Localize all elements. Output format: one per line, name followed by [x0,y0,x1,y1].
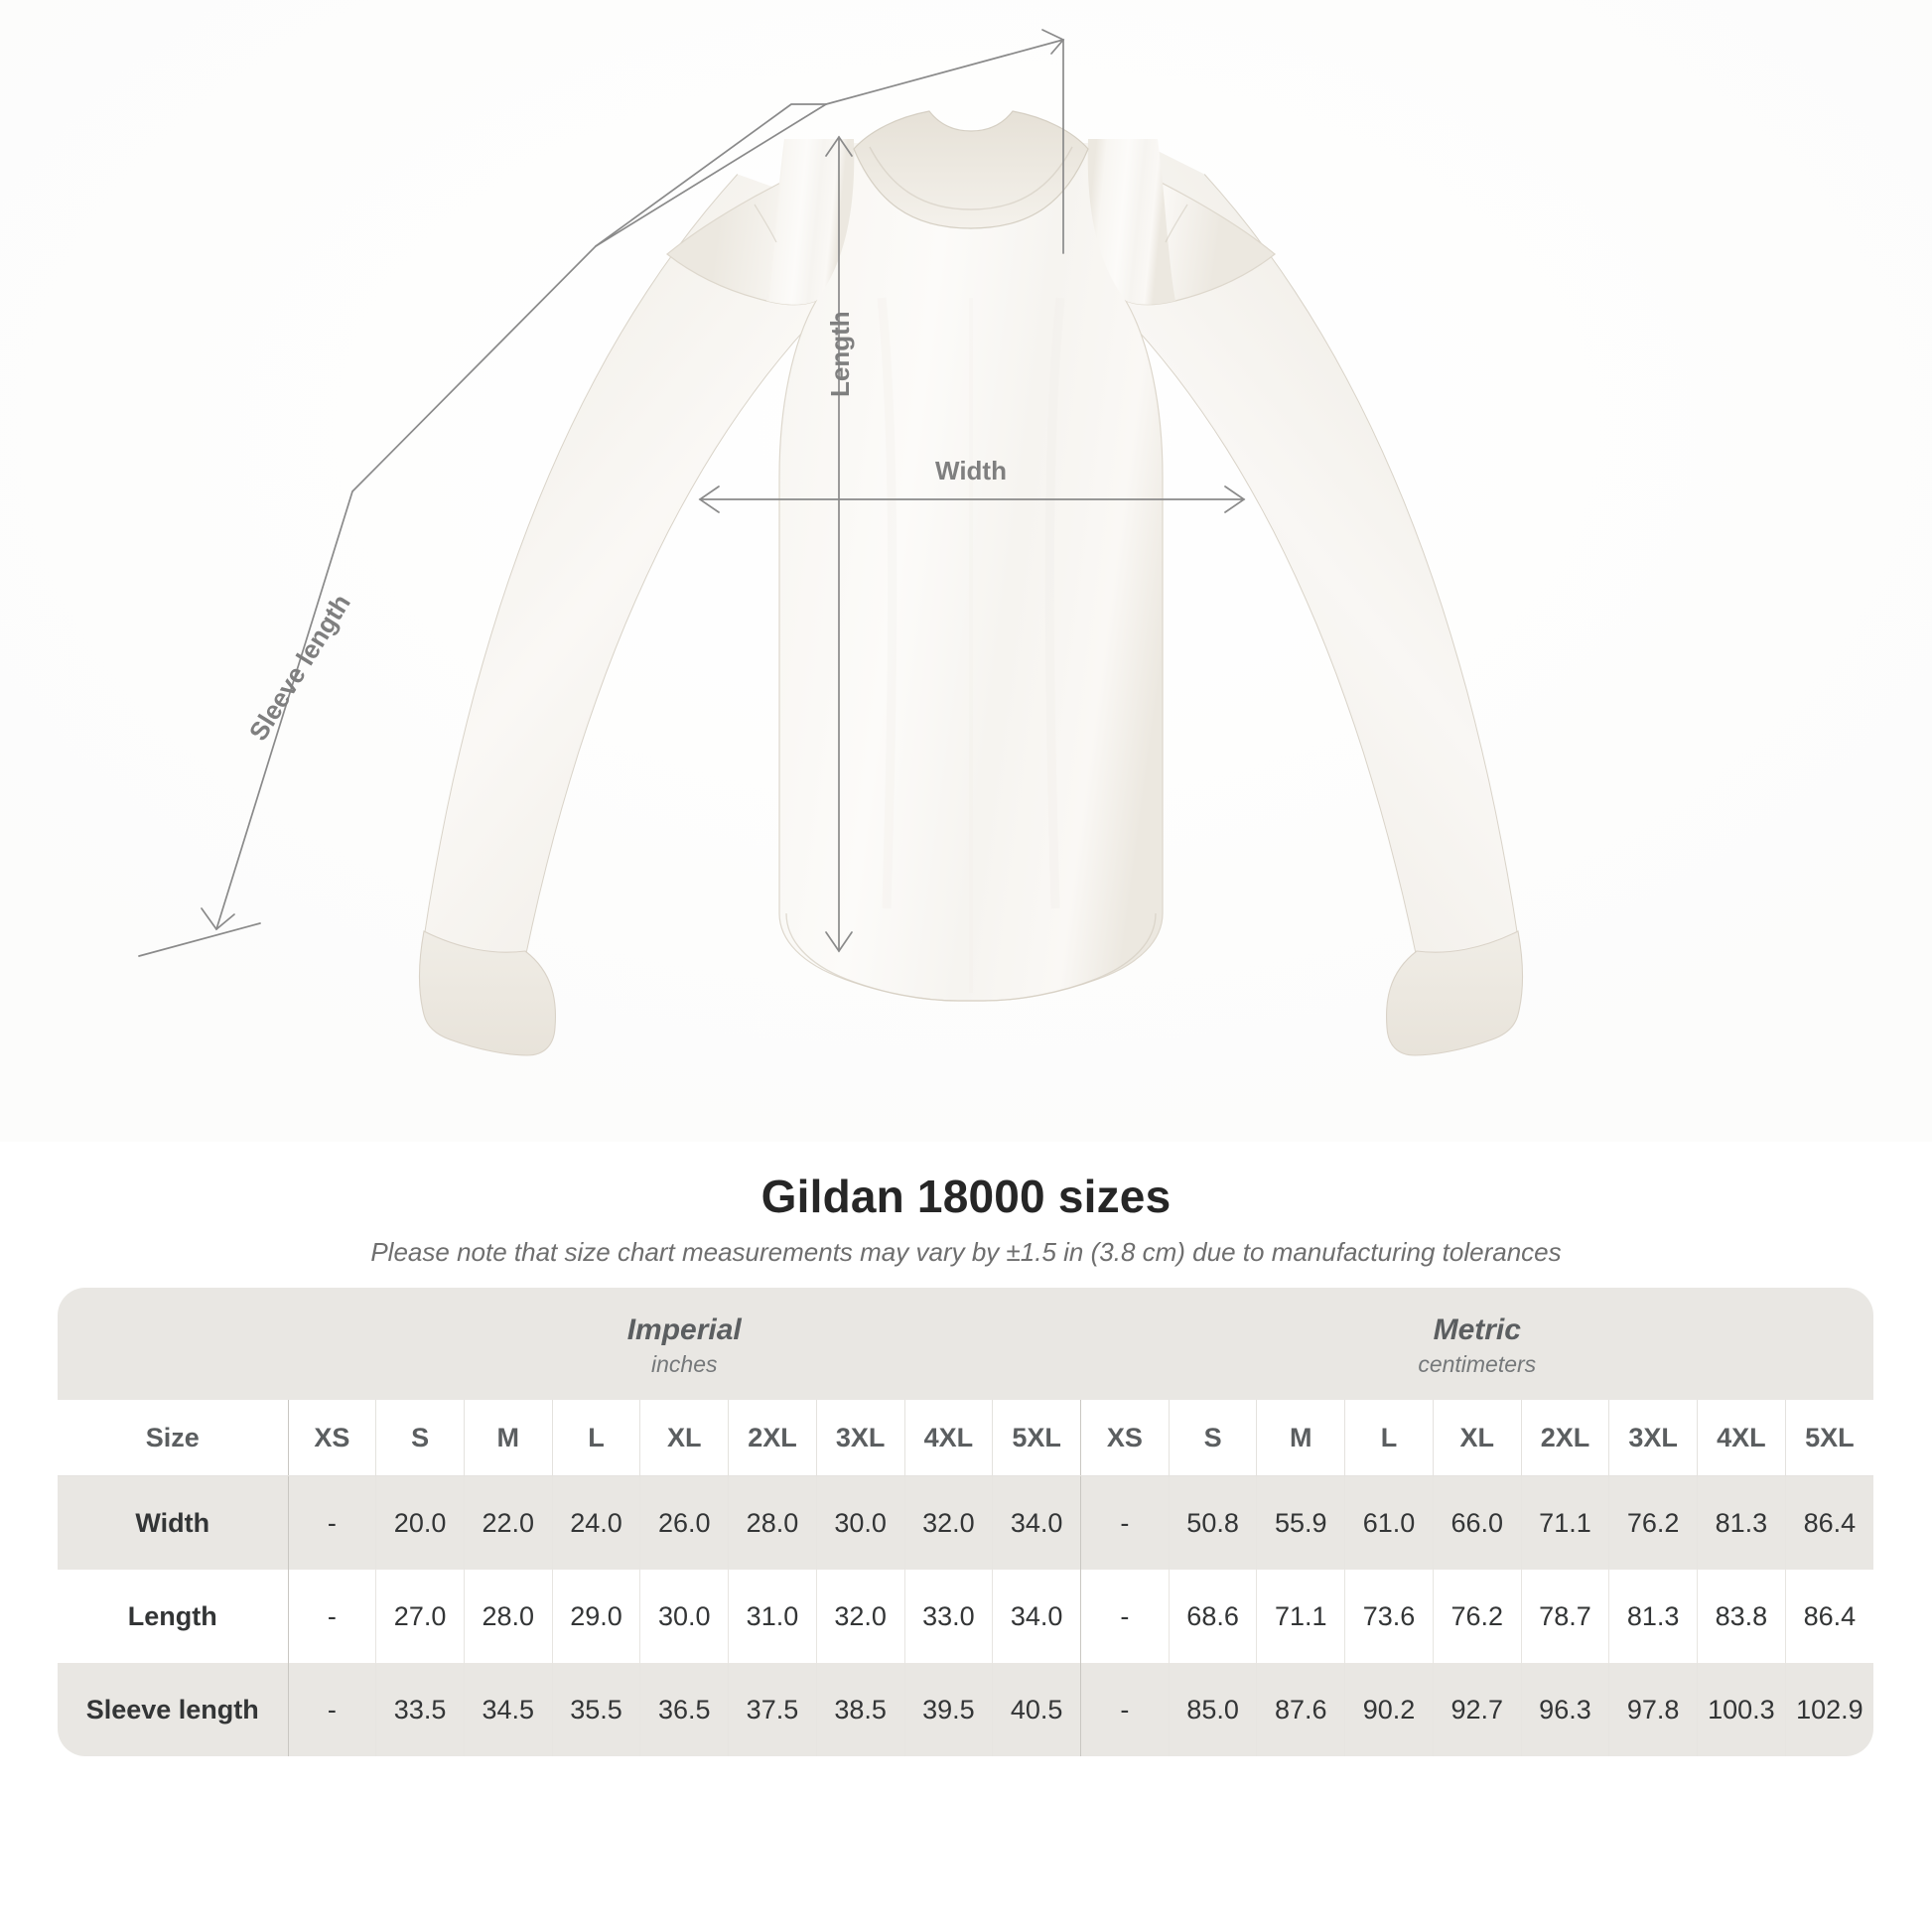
svg-text:Sleeve length: Sleeve length [243,589,356,746]
svg-text:Width: Width [935,456,1007,485]
svg-text:Length: Length [825,311,855,397]
